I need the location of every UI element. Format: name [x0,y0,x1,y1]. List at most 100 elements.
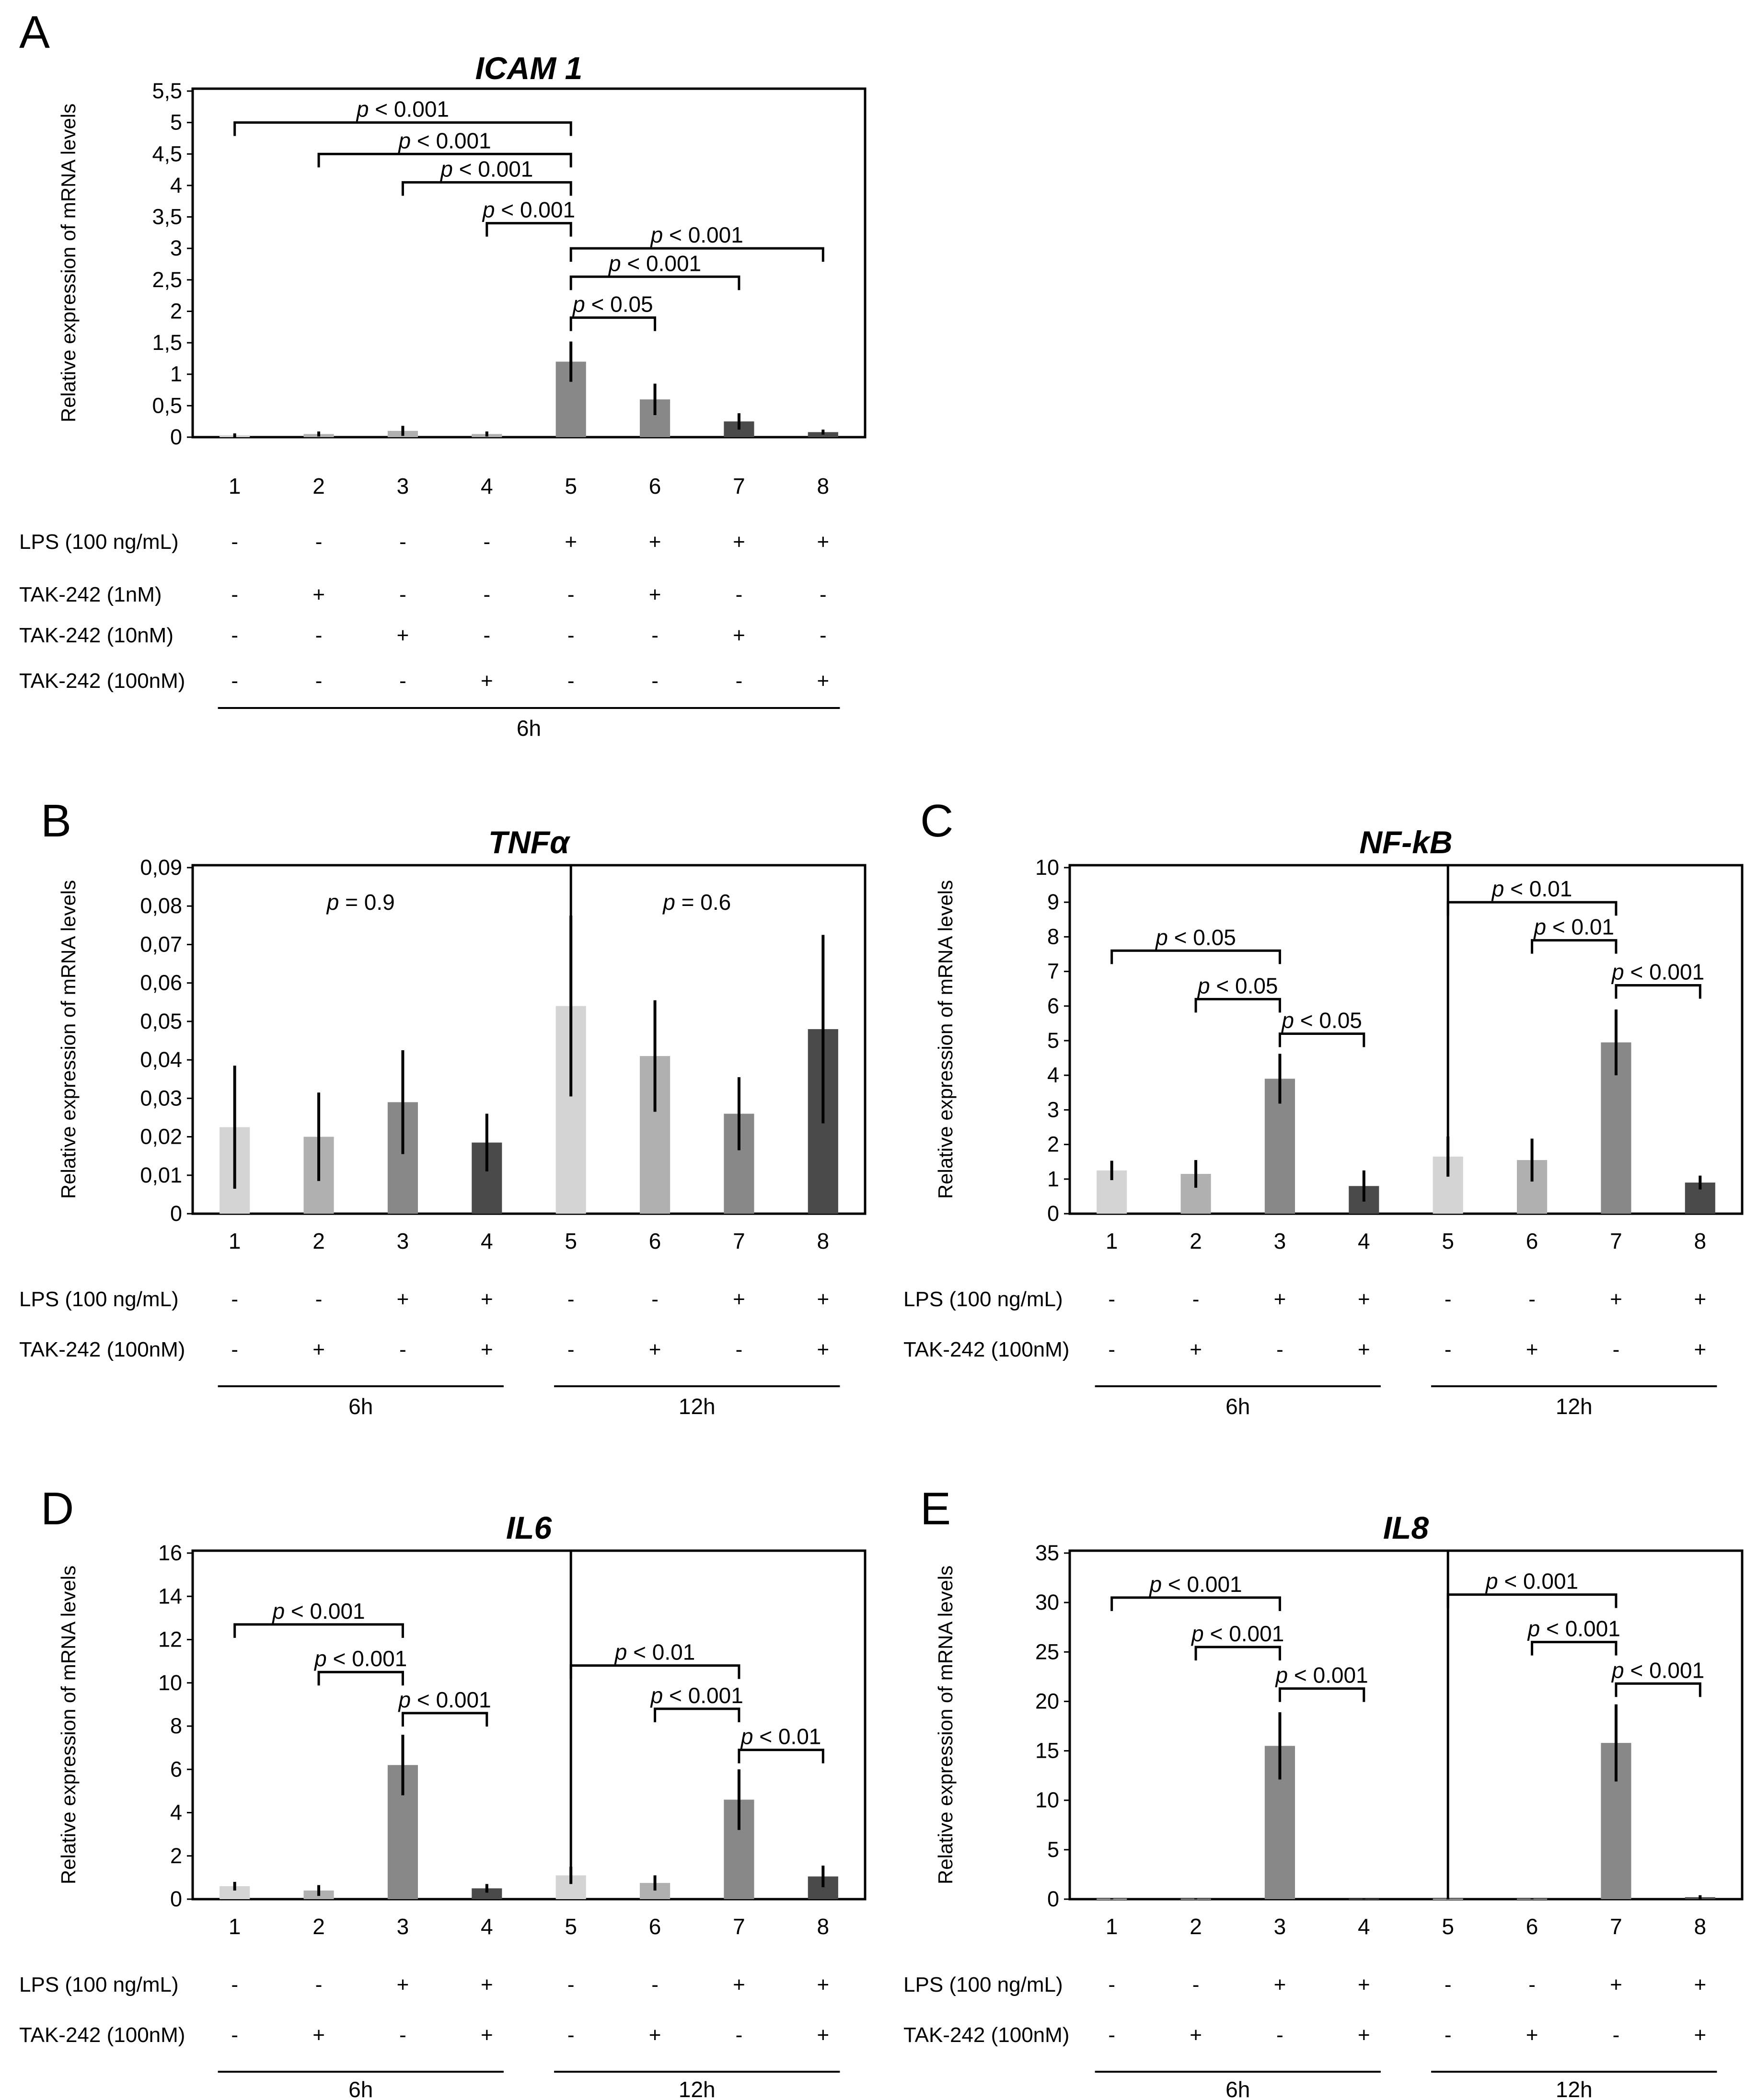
y-tick-label: 0,5 [152,393,182,418]
p-value-label: p < 0.001 [1611,1658,1704,1682]
significance-bracket [1278,1687,1365,1702]
p-value-text: < 0.001 [495,197,576,222]
condition-sign: + [1358,2023,1370,2047]
y-axis-label: Relative expression of mRNA levels [57,1566,80,1884]
p-value-label: p < 0.05 [1155,925,1236,950]
condition-sign: - [231,669,238,693]
condition-sign: + [649,2023,661,2047]
x-category-label: 5 [1442,1229,1454,1253]
condition-sign: + [1610,1973,1622,1996]
condition-sign: - [1445,1973,1452,1996]
x-category-label: 4 [481,1229,493,1253]
y-tick-label: 10 [158,1671,182,1695]
condition-label: TAK-242 (100nM) [903,1338,1069,1361]
condition-sign: - [483,530,490,554]
condition-sign: + [1190,1338,1202,1361]
p-value-label: p < 0.01 [1533,915,1614,940]
p-value-text: < 0.001 [1624,959,1705,984]
condition-sign: - [651,1288,659,1311]
y-tick-label: 12 [158,1627,182,1652]
p-value-label: p = 0.9 [326,890,395,915]
p-value-text: < 0.01 [1546,915,1614,940]
condition-sign: - [1445,1338,1452,1361]
time-group-label: 12h [679,1394,716,1419]
significance-bracket [1110,1596,1281,1611]
condition-sign: - [1528,1288,1536,1311]
condition-sign: - [1108,1338,1115,1361]
p-symbol: p [614,1640,627,1665]
x-category-label: 7 [733,1229,745,1253]
y-tick-label: 1,5 [152,330,182,355]
plot-frame [1068,1549,1744,1901]
p-symbol: p [1485,1569,1498,1594]
p-value-label: p < 0.001 [398,1687,491,1712]
p-value-label: p < 0.05 [572,292,653,317]
y-tick-label: 2 [170,299,182,323]
condition-sign: + [817,1973,829,1996]
p-symbol: p [572,292,585,317]
p-symbol: p [326,890,339,915]
significance-bracket [654,1707,740,1722]
condition-sign: - [651,624,659,647]
condition-sign: - [567,624,575,647]
y-tick-label: 8 [1047,924,1059,949]
condition-label: TAK-242 (100nM) [19,2023,185,2047]
p-symbol: p [1491,876,1504,901]
p-symbol: p [1533,915,1546,940]
p-value-label: p < 0.001 [271,1599,365,1624]
condition-sign: + [1610,1288,1622,1311]
x-category-label: 2 [312,1914,325,1939]
x-category-label: 7 [1610,1914,1622,1939]
condition-sign: + [397,1973,409,1996]
panel-letter: A [19,7,50,58]
p-symbol: p [650,222,663,247]
y-tick-label: 1 [1047,1167,1059,1191]
y-tick-label: 0,06 [140,971,182,995]
y-tick-label: 16 [158,1541,182,1565]
significance-bracket [569,247,824,262]
condition-sign: + [733,530,745,554]
y-tick-label: 2,5 [152,267,182,292]
condition-sign: - [567,1338,575,1361]
time-group-label: 12h [679,2077,716,2100]
p-value-text: = 0.9 [339,890,394,915]
significance-bracket [233,1623,404,1638]
condition-sign: + [1190,2023,1202,2047]
condition-sign: - [1108,1973,1115,1996]
p-symbol: p [1281,1008,1294,1033]
condition-sign: + [817,1338,829,1361]
condition-sign: + [1694,1973,1706,1996]
y-tick-label: 0 [1047,1201,1059,1226]
condition-sign: - [231,1973,238,1996]
significance-bracket [1615,984,1701,999]
condition-sign: - [1613,2023,1620,2047]
y-tick-label: 3 [1047,1097,1059,1122]
y-tick-label: 7 [1047,959,1059,984]
p-symbol: p [662,890,675,915]
condition-label: LPS (100 ng/mL) [19,1973,179,1996]
y-tick-label: 2 [170,1844,182,1868]
condition-sign: + [817,2023,829,2047]
x-category-label: 5 [565,474,577,499]
x-category-label: 8 [1694,1229,1707,1253]
p-value-text: < 0.001 [1204,1621,1284,1646]
condition-sign: + [397,624,409,647]
condition-sign: - [231,624,238,647]
condition-sign: - [1192,1288,1200,1311]
condition-sign: - [736,2023,743,2047]
condition-label: LPS (100 ng/mL) [903,1973,1063,1996]
x-category-label: 7 [733,474,745,499]
p-value-text: < 0.05 [1210,973,1278,998]
x-category-label: 3 [1274,1229,1286,1253]
condition-sign: - [736,1338,743,1361]
p-symbol: p [439,156,453,181]
x-category-label: 5 [1442,1914,1454,1939]
condition-sign: - [1192,1973,1200,1996]
panel-a: A ICAM 1 0 0,5 1 1,5 2 2,5 3 3,5 4 4,5 5 5,5 Relative … [19,7,867,741]
time-group-label: 6h [348,2077,373,2100]
p-value-text: < 0.001 [1162,1572,1242,1597]
y-tick-label: 4,5 [152,141,182,166]
p-symbol: p [1148,1572,1162,1597]
x-category-label: 4 [1358,1229,1370,1253]
p-symbol: p [608,251,621,276]
